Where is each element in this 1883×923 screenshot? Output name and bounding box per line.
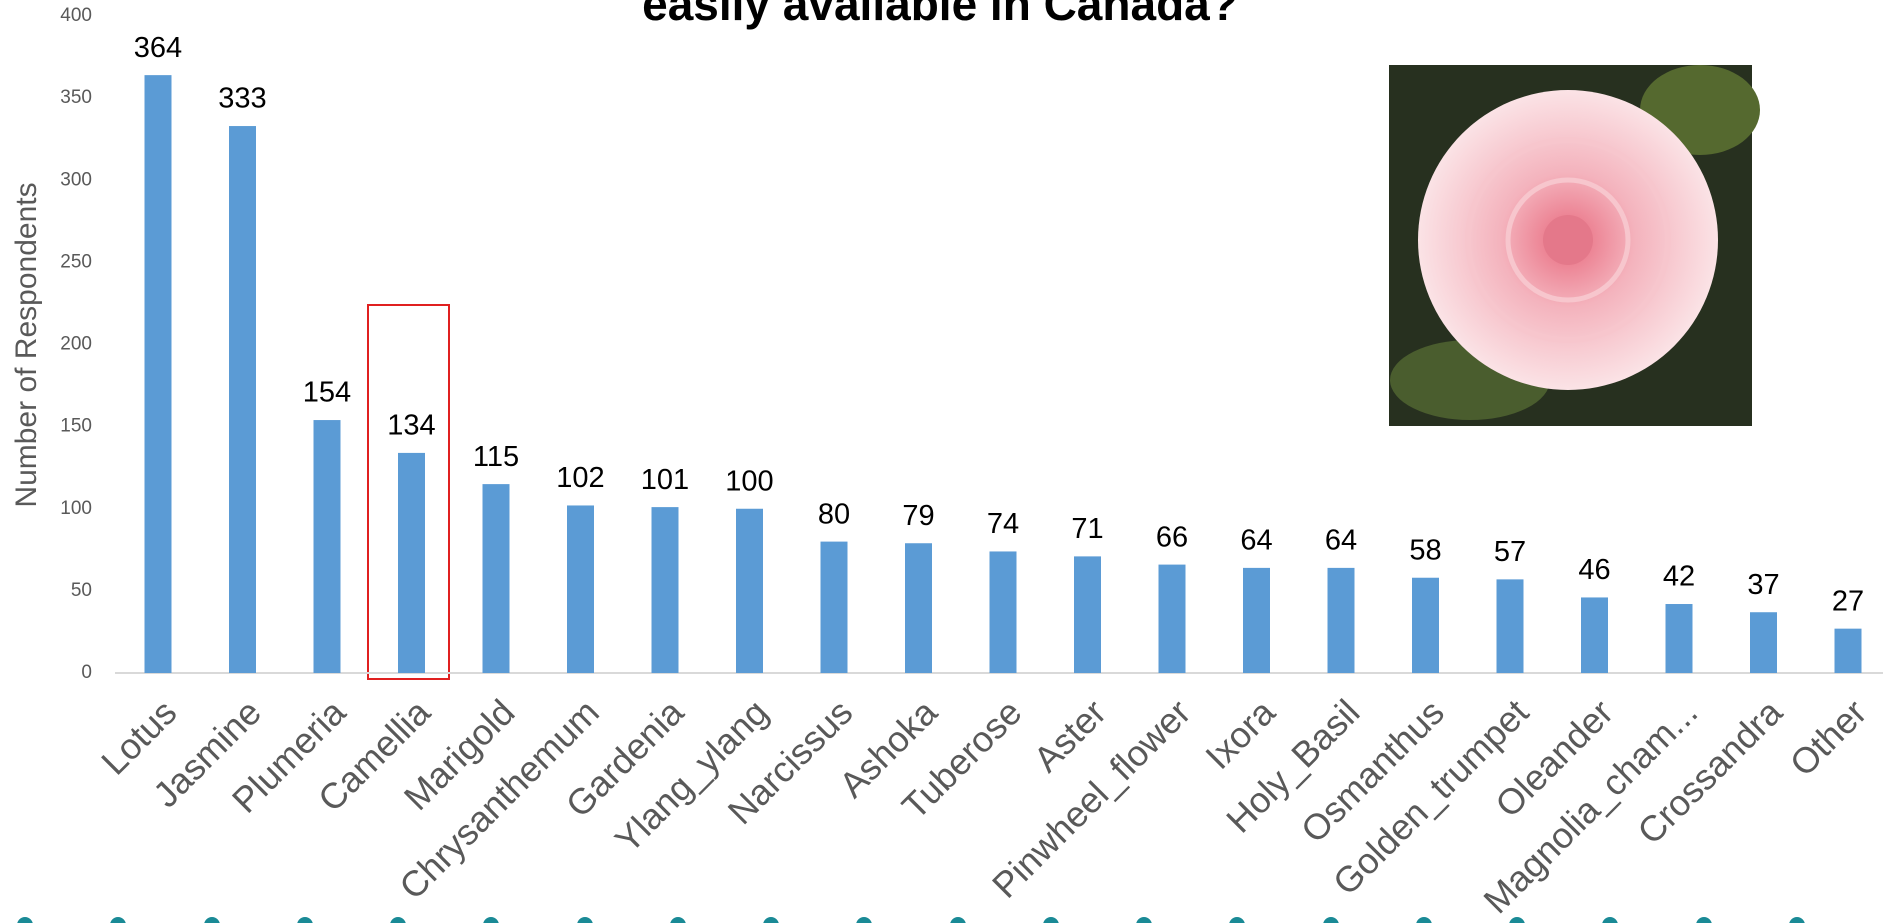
data-label: 46 [1578,554,1610,586]
bar [820,541,848,673]
data-label: 57 [1494,536,1526,568]
y-tick-label: 400 [60,5,92,26]
y-tick-label: 350 [60,87,92,108]
data-label: 333 [218,83,266,115]
data-label: 102 [556,462,604,494]
highlight-box [367,304,450,680]
bar [905,543,932,673]
y-tick-label: 200 [60,334,92,355]
bar [1158,564,1186,673]
data-label: 115 [473,441,519,473]
bar [1750,612,1777,673]
data-label: 64 [1325,525,1357,557]
bar [229,126,256,674]
bar [736,508,763,673]
data-label: 364 [134,32,182,64]
bar [567,505,594,673]
data-label: 58 [1409,534,1441,566]
data-label: 154 [303,377,351,409]
data-label: 64 [1240,525,1272,557]
data-label: 37 [1747,569,1779,601]
bar [482,484,510,673]
bar [1243,567,1270,673]
data-label: 27 [1832,585,1864,617]
data-label: 79 [902,500,934,532]
bar [1074,556,1101,673]
data-label: 71 [1071,513,1103,545]
chart-title: easily available in Canada? [642,0,1238,30]
x-tick-label: Other [1782,691,1875,784]
bar [651,507,679,673]
bar [1665,604,1693,673]
y-axis-label: Number of Respondents [10,182,43,507]
y-tick-label: 300 [60,169,92,190]
y-tick-label: 100 [60,498,92,519]
data-label: 74 [987,508,1019,540]
data-label: 42 [1663,561,1695,593]
y-tick-label: 250 [60,251,92,272]
bar [1834,628,1862,673]
bar [1412,577,1439,673]
flower-photo [1389,65,1760,426]
data-label: 134 [387,410,435,442]
bar [1496,579,1524,673]
y-tick-label: 150 [60,416,92,437]
y-tick-label: 50 [71,580,92,601]
bar [313,420,341,673]
decoration-dots [17,917,1805,923]
bar [1581,597,1608,673]
bar [1327,567,1355,673]
data-label: 80 [818,498,850,530]
bar [398,452,425,673]
y-tick-label: 0 [81,662,92,683]
bar [989,551,1017,673]
bar [144,75,172,673]
data-label: 66 [1156,521,1188,553]
data-label: 101 [641,464,689,496]
data-label: 100 [725,465,773,497]
